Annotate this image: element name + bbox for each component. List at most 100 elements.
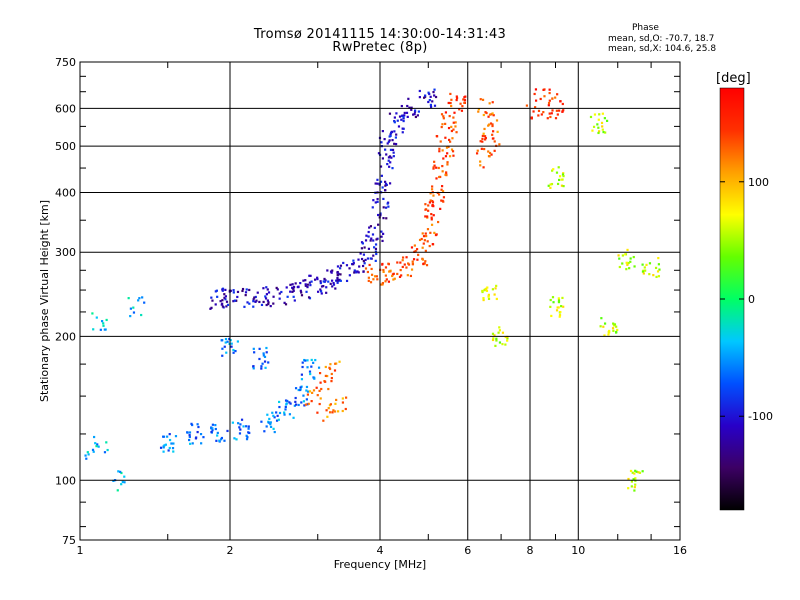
data-point bbox=[613, 323, 617, 326]
data-point bbox=[379, 165, 383, 168]
data-point bbox=[551, 97, 554, 100]
data-point bbox=[308, 390, 312, 393]
data-point bbox=[252, 300, 255, 303]
data-point bbox=[401, 131, 404, 134]
data-point bbox=[388, 182, 392, 185]
data-point bbox=[300, 291, 303, 294]
data-point bbox=[265, 286, 268, 289]
data-point bbox=[389, 269, 392, 272]
data-point bbox=[304, 284, 307, 287]
data-point bbox=[241, 287, 245, 291]
colorbar-label: [deg] bbox=[716, 71, 751, 86]
phase-heading: Phase bbox=[632, 23, 659, 33]
data-point bbox=[308, 281, 312, 284]
data-point bbox=[262, 300, 265, 304]
data-point bbox=[86, 451, 89, 454]
data-point bbox=[140, 313, 143, 317]
data-point bbox=[268, 417, 271, 421]
data-point bbox=[221, 354, 224, 357]
data-point bbox=[233, 299, 236, 302]
data-point bbox=[159, 446, 163, 449]
data-point bbox=[127, 297, 130, 300]
data-point bbox=[191, 442, 194, 445]
data-point bbox=[384, 280, 387, 283]
data-point bbox=[220, 436, 224, 440]
data-point bbox=[423, 262, 426, 265]
data-point bbox=[278, 297, 281, 300]
data-point bbox=[221, 305, 225, 308]
data-point bbox=[224, 295, 227, 298]
data-point bbox=[260, 365, 263, 368]
data-point bbox=[381, 186, 384, 189]
data-point bbox=[116, 489, 119, 492]
data-point bbox=[243, 305, 246, 308]
data-point bbox=[360, 241, 364, 244]
data-point bbox=[557, 299, 561, 302]
data-point bbox=[332, 282, 335, 285]
data-point bbox=[451, 150, 455, 153]
data-point bbox=[407, 97, 410, 100]
data-point bbox=[384, 148, 387, 151]
data-point bbox=[382, 197, 385, 201]
data-point bbox=[600, 121, 604, 125]
x-tick-label: 16 bbox=[673, 544, 687, 557]
data-point bbox=[336, 271, 339, 274]
data-point bbox=[375, 252, 378, 256]
data-point bbox=[540, 113, 543, 116]
data-point bbox=[433, 160, 436, 163]
data-point bbox=[462, 98, 465, 101]
data-point bbox=[291, 290, 294, 293]
data-point bbox=[428, 244, 431, 248]
data-point bbox=[285, 402, 288, 405]
data-point bbox=[342, 261, 345, 265]
data-point bbox=[103, 328, 106, 331]
data-point bbox=[495, 297, 498, 301]
data-point bbox=[547, 184, 550, 187]
data-point bbox=[285, 286, 288, 289]
data-point bbox=[384, 266, 388, 269]
data-point bbox=[492, 114, 495, 117]
data-point bbox=[393, 130, 396, 133]
data-point bbox=[311, 391, 314, 394]
data-point bbox=[638, 471, 642, 474]
data-point bbox=[423, 239, 426, 242]
data-point bbox=[260, 367, 263, 370]
data-point bbox=[235, 299, 238, 302]
data-point bbox=[627, 261, 630, 265]
data-point bbox=[479, 160, 482, 163]
data-point bbox=[413, 109, 417, 112]
data-point bbox=[332, 409, 335, 412]
y-tick-label: 300 bbox=[55, 246, 76, 259]
data-point bbox=[548, 88, 551, 91]
data-point bbox=[336, 276, 339, 280]
data-point bbox=[348, 274, 351, 277]
data-point bbox=[170, 442, 173, 445]
data-point bbox=[215, 439, 218, 442]
data-point bbox=[444, 122, 447, 125]
data-point bbox=[598, 113, 601, 116]
data-point bbox=[557, 178, 561, 182]
data-point bbox=[644, 269, 647, 272]
data-point bbox=[371, 206, 374, 209]
data-point bbox=[382, 216, 385, 220]
data-point bbox=[327, 280, 330, 283]
data-point bbox=[375, 275, 378, 278]
data-point bbox=[596, 123, 599, 126]
data-point bbox=[275, 419, 279, 422]
data-point bbox=[324, 365, 327, 369]
data-point bbox=[495, 337, 498, 340]
data-point bbox=[316, 394, 319, 397]
data-point bbox=[143, 301, 146, 304]
data-point bbox=[501, 343, 504, 346]
data-point bbox=[442, 196, 446, 199]
data-point bbox=[395, 112, 398, 115]
data-point bbox=[440, 185, 444, 188]
data-point bbox=[300, 401, 303, 404]
data-point bbox=[309, 274, 312, 277]
data-point bbox=[382, 232, 385, 235]
data-point bbox=[418, 89, 421, 93]
x-tick-label: 8 bbox=[527, 544, 534, 557]
data-point bbox=[387, 205, 390, 208]
data-point bbox=[318, 402, 321, 406]
